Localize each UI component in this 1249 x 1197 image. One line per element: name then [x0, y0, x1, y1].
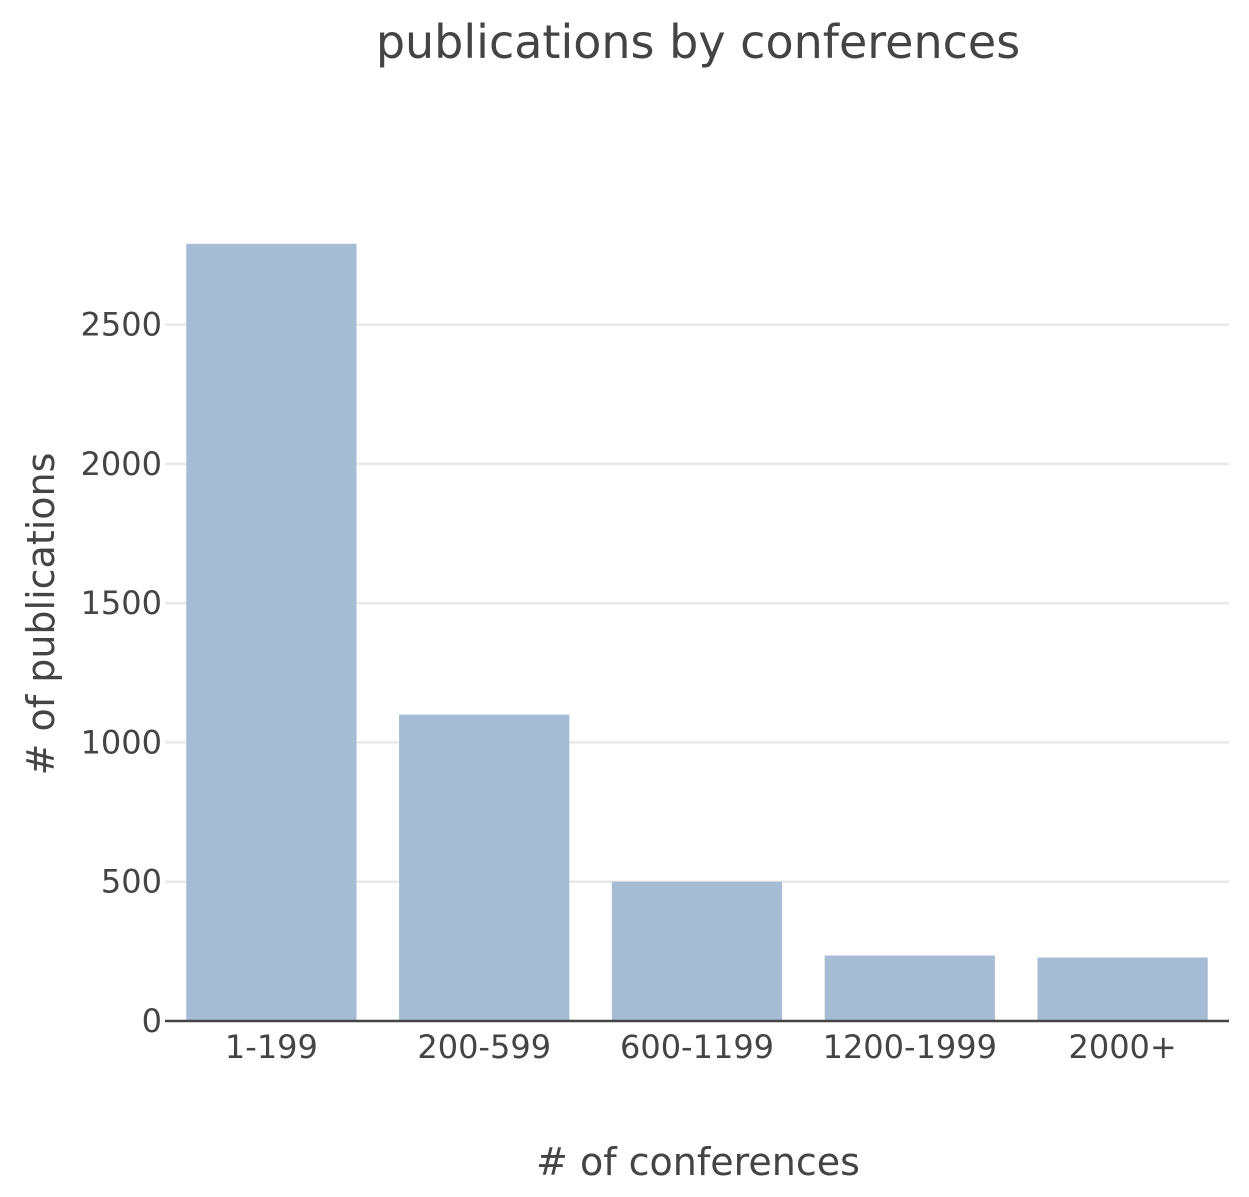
x-tick-label: 200-599: [417, 1028, 551, 1066]
bar-2000+: [1037, 957, 1208, 1021]
x-axis-title: # of conferences: [536, 1140, 860, 1184]
y-axis-ticks: 0 500 1000 1500 2000 2500: [81, 306, 162, 1040]
y-tick-label: 1500: [81, 584, 162, 622]
y-tick-label: 2500: [81, 306, 162, 344]
x-tick-label: 600-1199: [620, 1028, 774, 1066]
y-axis-title: # of publications: [19, 453, 63, 776]
x-tick-label: 1-199: [225, 1028, 318, 1066]
bar-1200-1999: [824, 955, 995, 1021]
x-axis-ticks: 1-199 200-599 600-1199 1200-1999 2000+: [225, 1028, 1177, 1066]
y-tick-label: 0: [142, 1002, 162, 1040]
bar-1-199: [186, 243, 357, 1022]
y-tick-label: 2000: [81, 445, 162, 483]
x-tick-label: 1200-1999: [823, 1028, 997, 1066]
chart-title: publications by conferences: [376, 15, 1020, 69]
x-tick-label: 2000+: [1068, 1028, 1176, 1066]
bars: [186, 243, 1208, 1022]
y-tick-label: 1000: [81, 723, 162, 761]
bar-600-1199: [611, 881, 783, 1021]
y-tick-label: 500: [101, 863, 162, 901]
bar-200-599: [399, 714, 570, 1021]
